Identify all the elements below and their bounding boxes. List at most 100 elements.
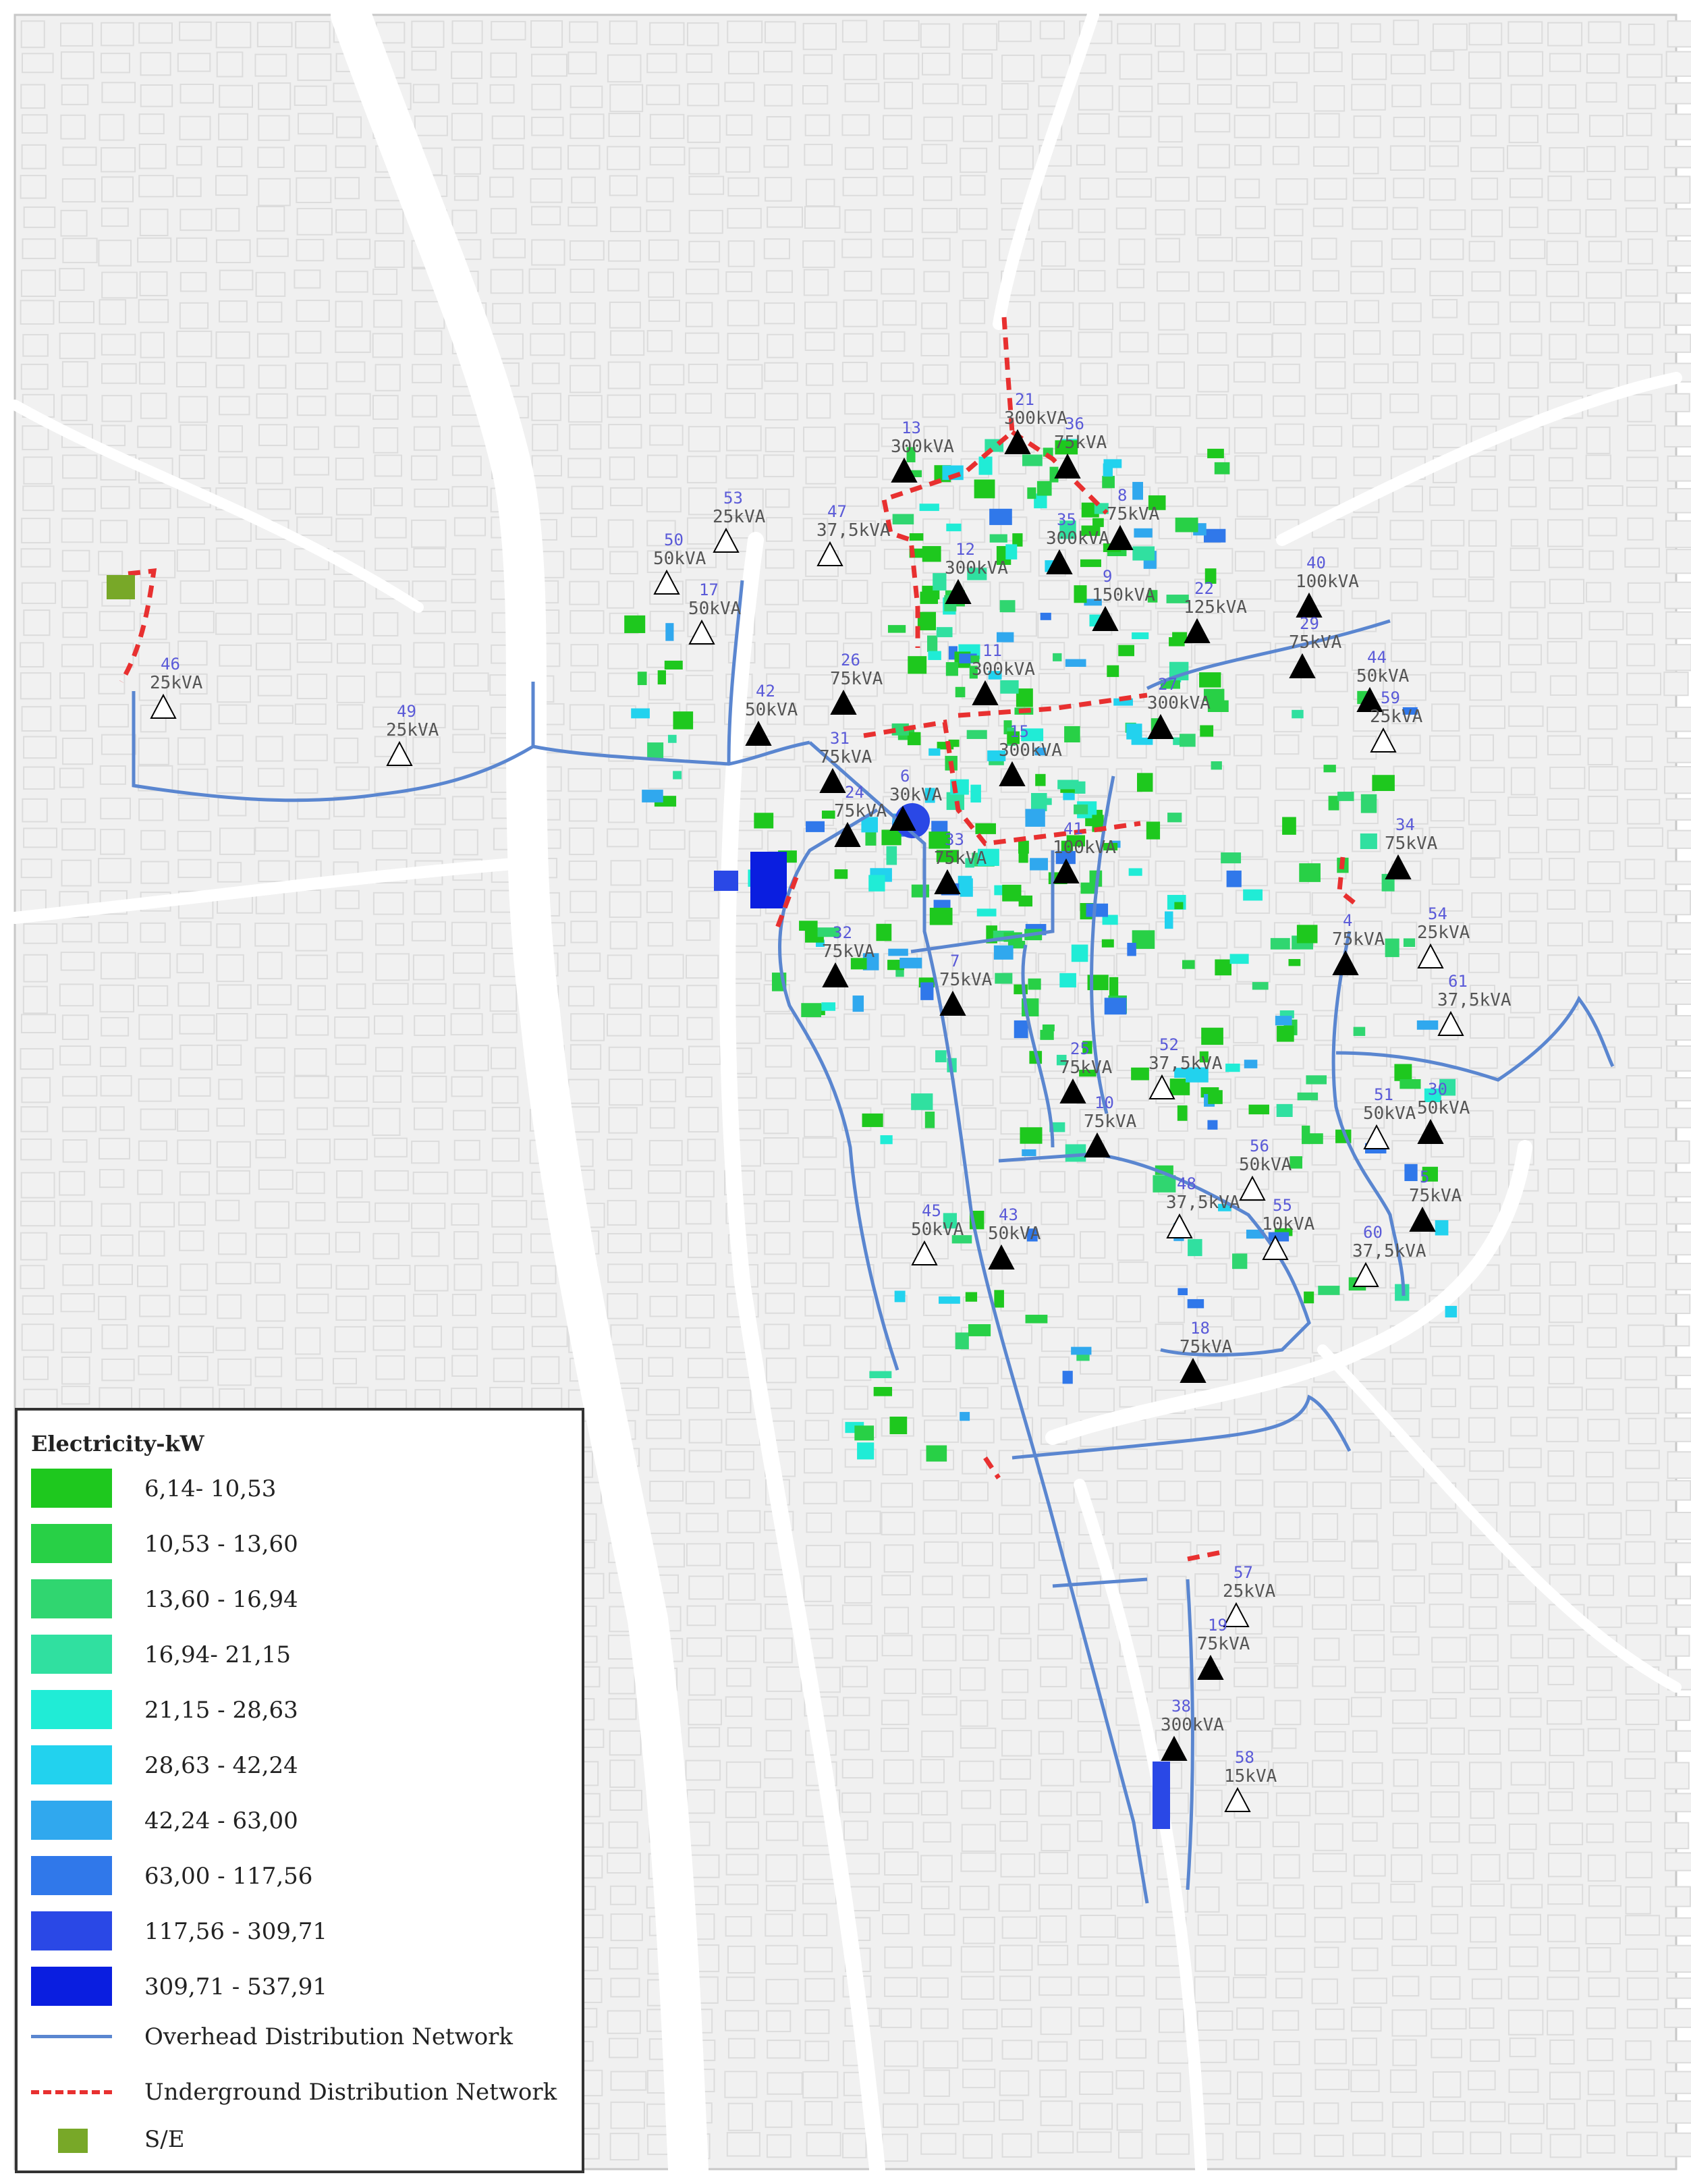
building <box>667 734 677 743</box>
parcel <box>1115 1944 1145 1967</box>
parcel <box>1468 240 1495 262</box>
building <box>862 953 879 971</box>
parcel <box>646 209 671 232</box>
parcel <box>1625 736 1653 762</box>
parcel <box>1547 1637 1575 1659</box>
building <box>937 742 954 750</box>
parcel <box>845 611 872 640</box>
parcel <box>687 83 719 107</box>
parcel <box>1429 1231 1462 1256</box>
parcel <box>1665 953 1691 981</box>
parcel <box>176 237 208 263</box>
building <box>1014 1020 1028 1039</box>
parcel <box>531 455 563 476</box>
parcel <box>883 1793 920 1815</box>
parcel <box>179 1230 204 1251</box>
parcel <box>1076 2131 1112 2153</box>
parcel <box>1078 238 1105 262</box>
building <box>1174 902 1184 910</box>
parcel <box>1353 363 1389 383</box>
parcel <box>1115 2038 1147 2059</box>
parcel <box>1587 796 1618 824</box>
building <box>929 908 953 925</box>
parcel <box>920 2133 957 2155</box>
transformer-capacity: 50kVA <box>1417 1098 1470 1118</box>
parcel <box>1233 610 1266 632</box>
parcel <box>1197 332 1227 354</box>
parcel <box>609 921 638 950</box>
parcel <box>218 704 248 725</box>
building <box>1277 1025 1294 1042</box>
parcel <box>1079 2102 1113 2130</box>
building <box>1018 840 1029 854</box>
parcel <box>607 643 639 670</box>
parcel <box>685 332 719 354</box>
parcel <box>806 1355 839 1379</box>
parcel <box>1628 1728 1656 1753</box>
parcel <box>646 520 676 547</box>
parcel <box>372 1108 401 1137</box>
parcel <box>1314 2134 1344 2157</box>
parcel <box>255 1139 287 1159</box>
parcel <box>920 1141 947 1168</box>
parcel <box>258 115 290 141</box>
parcel <box>1586 1233 1615 1253</box>
overhead-line <box>132 691 810 802</box>
parcel <box>98 551 123 576</box>
parcel <box>215 331 250 359</box>
parcel <box>412 395 438 418</box>
parcel <box>256 238 289 257</box>
parcel <box>1119 53 1153 80</box>
parcel <box>61 859 92 887</box>
parcel <box>1233 269 1270 292</box>
parcel <box>1627 333 1653 355</box>
building <box>1043 447 1053 457</box>
parcel <box>804 1296 841 1317</box>
parcel <box>765 517 793 542</box>
parcel <box>688 1668 716 1696</box>
parcel <box>1039 1170 1066 1193</box>
transformer-id: 46 <box>161 655 180 674</box>
parcel <box>1429 1604 1464 1628</box>
parcel <box>1000 1386 1029 1410</box>
parcel <box>138 1078 172 1102</box>
parcel <box>1548 1852 1582 1878</box>
parcel <box>960 1667 986 1691</box>
parcel <box>1431 2008 1467 2029</box>
parcel <box>688 1699 722 1726</box>
parcel <box>295 578 326 606</box>
parcel <box>1665 113 1691 140</box>
parcel <box>1431 519 1465 547</box>
parcel <box>1314 1946 1339 1968</box>
building <box>1177 1105 1188 1121</box>
parcel <box>647 921 673 947</box>
transformer-id: 54 <box>1428 904 1447 923</box>
parcel <box>607 1292 638 1319</box>
parcel <box>1509 858 1543 881</box>
parcel <box>1117 1234 1144 1261</box>
building <box>817 927 840 937</box>
building <box>1021 728 1044 742</box>
parcel <box>1665 798 1691 821</box>
parcel <box>1627 921 1663 947</box>
parcel <box>806 1389 834 1415</box>
building <box>908 470 922 478</box>
parcel <box>922 1510 958 1535</box>
parcel <box>1115 1327 1148 1349</box>
parcel <box>1156 361 1185 389</box>
parcel <box>960 1014 989 1036</box>
parcel <box>1547 706 1577 732</box>
parcel <box>531 84 561 111</box>
parcel <box>727 2038 756 2059</box>
parcel <box>959 300 986 325</box>
transformer-icon <box>999 761 1026 786</box>
parcel <box>881 331 906 352</box>
legend-title: Electricity-kW <box>31 1431 204 1456</box>
parcel <box>101 207 129 227</box>
parcel <box>1312 207 1343 227</box>
parcel <box>216 954 244 983</box>
building <box>1215 959 1232 976</box>
parcel <box>1352 1292 1387 1319</box>
